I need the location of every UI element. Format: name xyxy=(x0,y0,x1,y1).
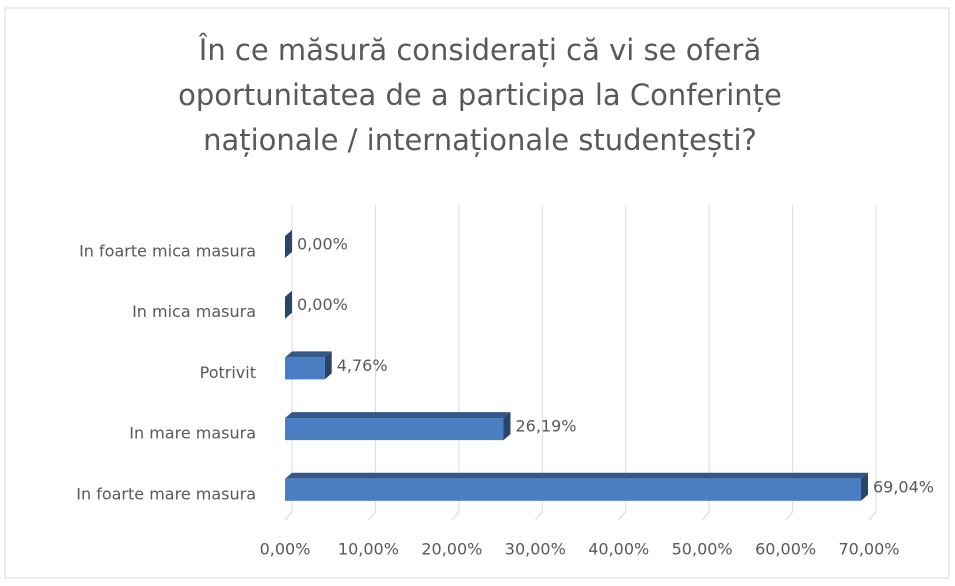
grid-line xyxy=(451,205,460,521)
x-tick-label: 40,00% xyxy=(588,540,649,559)
y-tick-label: In mica masura xyxy=(132,302,256,321)
x-tick-label: 0,00% xyxy=(260,540,311,559)
data-label: 0,00% xyxy=(297,295,348,314)
bar-side xyxy=(285,230,292,258)
grid-line xyxy=(868,205,877,521)
grid-line xyxy=(785,205,794,521)
data-label: 0,00% xyxy=(297,235,348,254)
title-line: În ce măsură considerați că vi se oferă xyxy=(198,33,761,67)
grid-line xyxy=(534,205,543,521)
chart-title: În ce măsură considerați că vi se oferă o… xyxy=(178,33,782,157)
bar-side xyxy=(324,351,332,380)
bar xyxy=(285,230,292,258)
bar xyxy=(285,351,332,380)
grid-line xyxy=(618,205,627,521)
x-tick-label: 20,00% xyxy=(421,540,482,559)
y-tick-label: Potrivit xyxy=(200,363,256,382)
bar xyxy=(285,472,868,501)
title-line: oportunitatea de a participa la Conferin… xyxy=(178,78,782,112)
y-tick-label: In foarte mica masura xyxy=(79,242,256,261)
bar xyxy=(285,290,292,319)
y-tick-label: In mare masura xyxy=(129,424,256,443)
bar-front xyxy=(285,418,504,441)
title-line: naționale / internaționale studențești? xyxy=(203,123,757,157)
bar-side xyxy=(860,472,868,501)
data-label: 4,76% xyxy=(337,356,388,375)
bar-top xyxy=(285,472,868,479)
grid-line xyxy=(701,205,710,521)
y-tick-label: In foarte mare masura xyxy=(76,484,256,503)
bar-front xyxy=(285,357,325,380)
x-tick-label: 60,00% xyxy=(755,540,816,559)
bar-side xyxy=(285,290,292,319)
bar-top xyxy=(285,412,511,419)
bar xyxy=(285,412,511,441)
x-tick-label: 30,00% xyxy=(505,540,566,559)
bar-front xyxy=(285,478,861,501)
x-tick-label: 70,00% xyxy=(838,540,899,559)
grid-line xyxy=(368,205,376,521)
bar-side xyxy=(503,412,511,441)
x-tick-label: 10,00% xyxy=(338,540,399,559)
data-label: 69,04% xyxy=(873,477,934,496)
data-label: 26,19% xyxy=(515,417,576,436)
bar-top xyxy=(285,351,332,358)
x-tick-label: 50,00% xyxy=(672,540,733,559)
